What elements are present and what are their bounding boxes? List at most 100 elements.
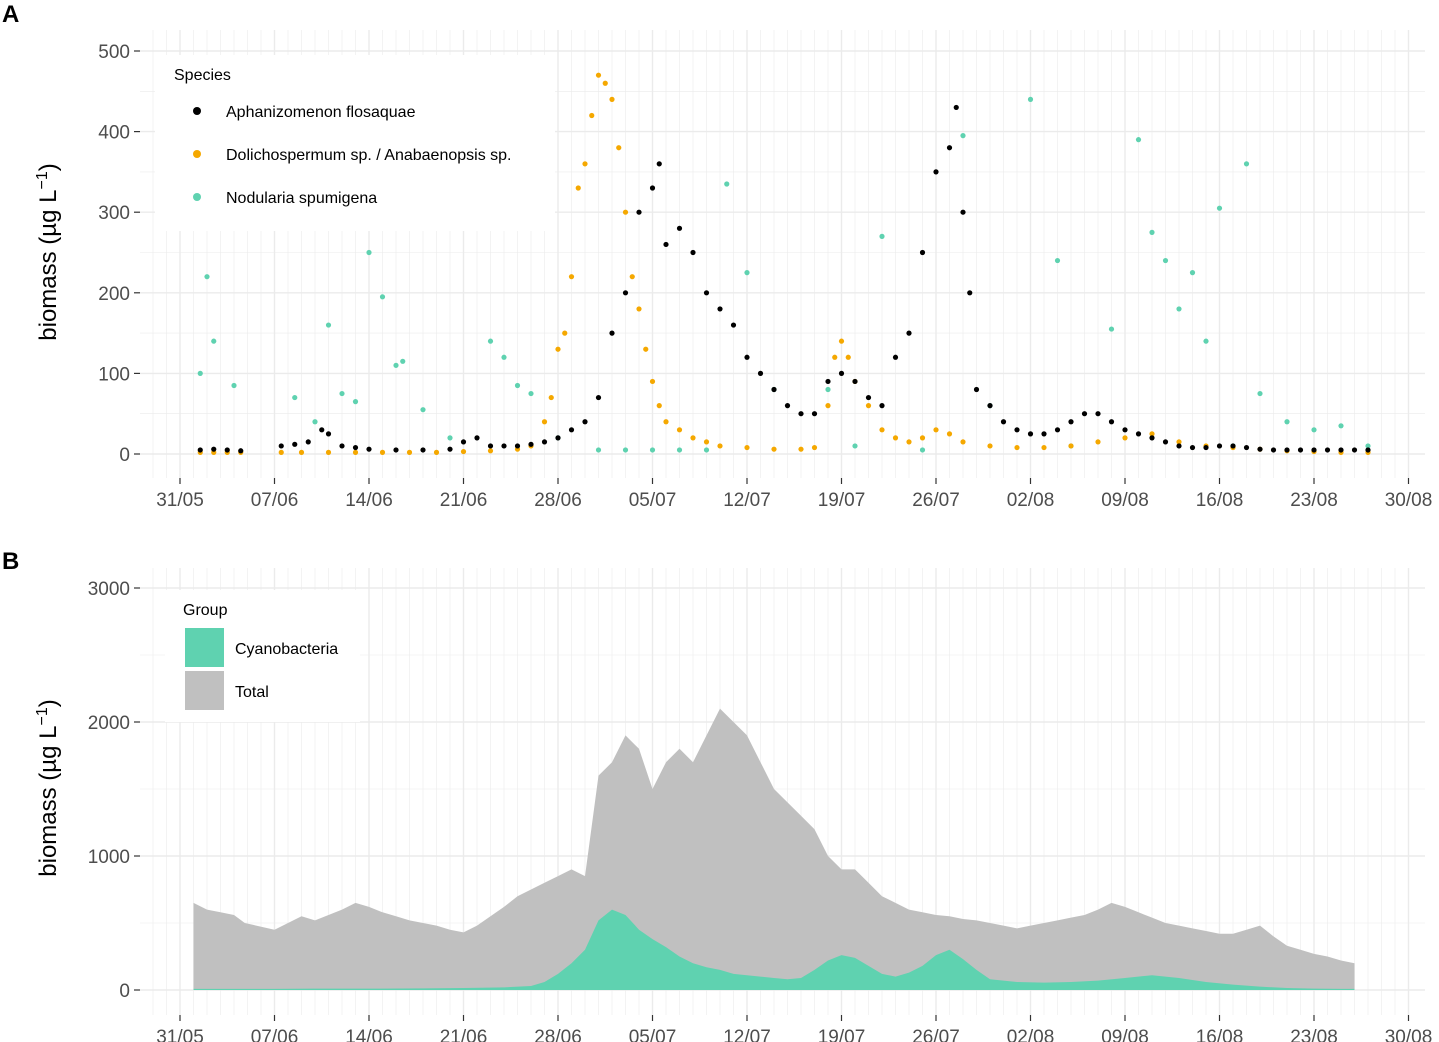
legend-label-nodularia: Nodularia spumigena: [226, 190, 377, 207]
point-dolichospermum: [987, 443, 993, 449]
point-aphanizomenon: [1027, 431, 1034, 437]
x-tick-label: 07/06: [251, 490, 299, 511]
point-aphanizomenon: [744, 354, 750, 360]
point-nodularia: [852, 443, 858, 449]
area-total: [193, 708, 1355, 990]
point-dolichospermum: [298, 449, 305, 455]
point-dolichospermum: [825, 403, 831, 409]
point-nodularia: [528, 390, 534, 397]
x-tick-label: 21/06: [440, 1027, 488, 1042]
point-aphanizomenon: [703, 290, 710, 296]
x-tick-label: 30/08: [1385, 1027, 1433, 1042]
point-nodularia: [595, 447, 602, 453]
point-aphanizomenon: [757, 370, 764, 376]
point-nodularia: [366, 249, 372, 256]
point-dolichospermum: [433, 449, 440, 455]
panel-b: 0 1000 2000 3000 31/05 07/06 14/06 21/06 28/06 0…: [88, 568, 1432, 1042]
point-nodularia: [197, 370, 203, 376]
x-tick-label: 19/07: [818, 1027, 866, 1042]
point-nodularia: [1162, 257, 1169, 264]
point-nodularia: [1203, 338, 1209, 344]
point-dolichospermum: [811, 444, 818, 451]
y-tick-label: 500: [98, 42, 130, 63]
point-nodularia: [1149, 229, 1155, 235]
point-nodularia: [622, 447, 629, 453]
point-dolichospermum: [690, 435, 696, 441]
point-dolichospermum: [595, 72, 602, 78]
x-tick-label: 23/08: [1290, 490, 1338, 511]
point-aphanizomenon: [663, 241, 669, 248]
point-dolichospermum: [663, 419, 669, 425]
point-nodularia: [1243, 161, 1250, 167]
panel-a-x-ticks: 31/05 07/06 14/06 21/06 28/06 05/07 12/07 19/07…: [156, 478, 1432, 511]
point-aphanizomenon: [319, 427, 325, 433]
x-tick-label: 07/06: [251, 1027, 299, 1042]
point-aphanizomenon: [987, 403, 993, 409]
point-aphanizomenon: [1257, 446, 1263, 452]
point-nodularia: [514, 382, 521, 389]
point-aphanizomenon: [420, 447, 426, 453]
panel-b-x-ticks: 31/05 07/06 14/06 21/06 28/06 05/07 12/07 19/07…: [156, 1015, 1432, 1042]
x-tick-label: 09/08: [1101, 1027, 1149, 1042]
point-dolichospermum: [832, 354, 838, 360]
legend-label-aphanizomenon: Aphanizomenon flosaquae: [226, 104, 416, 121]
point-aphanizomenon: [595, 394, 602, 401]
panel-b-letter: B: [2, 548, 19, 575]
point-aphanizomenon: [1176, 443, 1182, 449]
point-aphanizomenon: [1108, 419, 1115, 425]
point-dolichospermum: [636, 306, 642, 312]
point-aphanizomenon: [973, 386, 980, 393]
point-dolichospermum: [1122, 435, 1128, 441]
point-nodularia: [1189, 270, 1196, 276]
y-tick-label: 300: [98, 203, 130, 224]
x-tick-label: 21/06: [440, 490, 488, 511]
point-aphanizomenon: [1162, 439, 1169, 445]
legend-swatch-nodularia: [193, 193, 201, 201]
point-aphanizomenon: [514, 443, 521, 449]
point-dolichospermum: [589, 112, 595, 119]
point-aphanizomenon: [649, 185, 656, 191]
point-dolichospermum: [487, 448, 494, 454]
panel-b-y-ticks: 0 1000 2000 3000: [88, 579, 140, 1002]
point-nodularia: [1108, 326, 1115, 332]
point-aphanizomenon: [1054, 427, 1061, 433]
x-tick-label: 26/07: [912, 1027, 960, 1042]
point-aphanizomenon: [784, 403, 791, 409]
point-aphanizomenon: [622, 290, 629, 296]
point-aphanizomenon: [582, 419, 588, 425]
point-dolichospermum: [933, 427, 939, 433]
x-tick-label: 14/06: [345, 1027, 393, 1042]
point-nodularia: [1311, 427, 1317, 433]
point-dolichospermum: [352, 449, 359, 455]
panel-a-legend-title: Species: [174, 67, 231, 84]
point-dolichospermum: [548, 394, 554, 401]
point-aphanizomenon: [690, 249, 696, 256]
point-dolichospermum: [1176, 439, 1182, 445]
x-tick-label: 14/06: [345, 490, 393, 511]
point-dolichospermum: [865, 403, 872, 409]
point-dolichospermum: [717, 443, 723, 449]
point-nodularia: [703, 447, 710, 453]
point-aphanizomenon: [1297, 447, 1304, 453]
point-nodularia: [1284, 419, 1290, 425]
point-dolichospermum: [703, 439, 710, 445]
point-dolichospermum: [379, 449, 386, 455]
point-aphanizomenon: [771, 386, 777, 393]
point-dolichospermum: [656, 403, 662, 409]
point-nodularia: [204, 274, 210, 280]
x-tick-label: 02/08: [1007, 490, 1055, 511]
point-dolichospermum: [838, 338, 845, 344]
point-dolichospermum: [879, 427, 885, 433]
point-nodularia: [501, 354, 507, 360]
y-tick-label: 3000: [88, 579, 130, 600]
legend-label-cyanobacteria: Cyanobacteria: [235, 641, 338, 658]
point-aphanizomenon: [555, 435, 561, 441]
x-tick-label: 16/08: [1196, 490, 1244, 511]
point-aphanizomenon: [278, 443, 284, 449]
point-dolichospermum: [676, 427, 683, 433]
point-dolichospermum: [798, 446, 804, 452]
x-tick-label: 16/08: [1196, 1027, 1244, 1042]
x-tick-label: 02/08: [1007, 1027, 1055, 1042]
panel-b-y-axis-title: biomass (µg L−1): [34, 699, 62, 876]
x-tick-label: 09/08: [1101, 490, 1149, 511]
